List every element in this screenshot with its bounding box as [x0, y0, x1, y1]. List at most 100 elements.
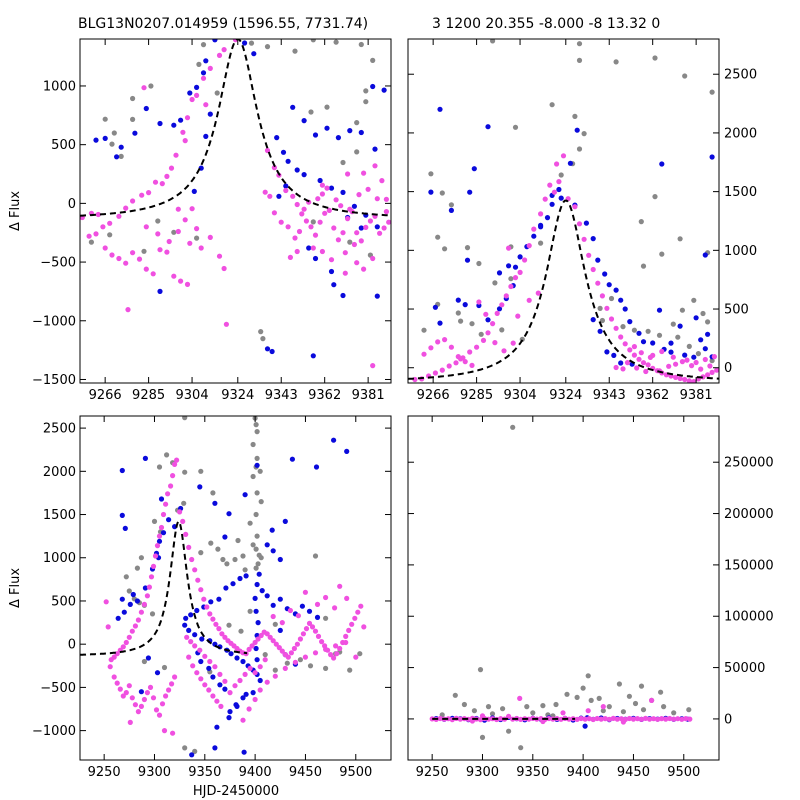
data-point-magenta [501, 348, 507, 354]
data-point-magenta [469, 362, 475, 368]
data-point-magenta [100, 224, 106, 230]
x-tick-label: 9343 [265, 388, 298, 403]
data-point-magenta [610, 715, 616, 722]
data-point-gray [597, 305, 603, 311]
data-point-blue [254, 581, 260, 588]
data-point-gray [260, 336, 266, 342]
data-point-gray [297, 657, 303, 663]
data-point-magenta [135, 617, 141, 623]
data-point-blue [381, 87, 387, 93]
data-point-magenta [333, 197, 339, 203]
data-point-gray [182, 745, 188, 751]
data-point-magenta [602, 716, 608, 722]
data-point-gray [508, 276, 514, 282]
data-point-magenta [634, 365, 640, 371]
data-point-blue [693, 315, 699, 321]
data-point-blue [471, 166, 477, 172]
plot-frame [79, 38, 392, 384]
data-point-blue [331, 282, 337, 288]
data-point-magenta [585, 708, 591, 714]
data-point-magenta [627, 347, 633, 353]
data-point-gray [421, 327, 427, 333]
data-point-magenta [302, 589, 308, 595]
data-point-magenta [184, 634, 190, 640]
data-point-gray [308, 109, 314, 115]
data-point-magenta [691, 379, 697, 383]
data-point-magenta [702, 356, 708, 363]
data-point-magenta [645, 362, 651, 368]
y-tick-label: 50000 [724, 661, 765, 676]
data-point-magenta [600, 704, 606, 710]
data-point-gray [310, 219, 316, 225]
data-point-magenta [303, 218, 309, 224]
data-point-magenta [333, 643, 339, 649]
data-point-magenta [693, 359, 699, 366]
data-point-blue [234, 703, 240, 710]
data-point-magenta [302, 654, 308, 660]
data-point-gray [272, 621, 278, 627]
data-point-blue [358, 129, 364, 136]
data-point-magenta [116, 213, 122, 219]
data-point-blue [328, 268, 335, 275]
data-point-magenta [130, 250, 136, 256]
data-point-magenta [613, 364, 619, 371]
data-point-blue [512, 264, 519, 270]
data-point-blue [189, 752, 195, 758]
data-point-magenta [273, 641, 279, 647]
data-point-magenta [285, 224, 291, 230]
data-point-gray [253, 422, 259, 428]
data-point-blue [306, 245, 312, 251]
data-point-magenta [270, 613, 276, 620]
data-point-blue [602, 271, 608, 277]
data-point-magenta [323, 646, 329, 653]
data-point-gray [585, 673, 591, 679]
data-point-gray [700, 310, 706, 317]
data-point-magenta [158, 524, 165, 531]
data-point-gray [709, 358, 715, 364]
data-point-gray [596, 695, 602, 702]
data-point-magenta [183, 531, 189, 538]
data-point-magenta [214, 698, 220, 704]
data-point-magenta [175, 206, 181, 212]
data-point-magenta [483, 311, 489, 317]
data-point-magenta [338, 203, 344, 209]
y-tick-label: −500 [40, 256, 76, 271]
data-point-magenta [689, 363, 695, 369]
data-point-blue [254, 462, 260, 468]
y-axis-label: Δ Flux [8, 568, 23, 608]
data-point-gray [679, 307, 686, 313]
data-point-magenta [356, 192, 362, 198]
data-point-gray [250, 473, 256, 480]
data-point-gray [540, 703, 546, 709]
data-point-magenta [189, 96, 195, 103]
data-point-magenta [288, 650, 294, 656]
data-point-gray [284, 660, 290, 666]
data-point-gray [538, 240, 544, 246]
data-point-gray [632, 700, 639, 707]
data-point-magenta [146, 584, 152, 590]
data-point-magenta [216, 626, 222, 632]
data-point-blue [132, 130, 138, 136]
data-point-magenta [485, 330, 491, 336]
data-point-blue [119, 467, 125, 474]
data-point-blue [242, 492, 248, 498]
data-point-blue [212, 39, 218, 43]
data-point-magenta [207, 658, 213, 665]
data-point-blue [691, 354, 697, 360]
data-point-magenta [711, 354, 718, 360]
data-point-magenta [651, 716, 657, 722]
data-point-blue [344, 448, 350, 454]
data-point-blue [702, 252, 708, 258]
data-point-magenta [141, 696, 147, 703]
data-point-magenta [159, 181, 165, 187]
data-point-magenta [328, 652, 334, 658]
data-point-magenta [217, 671, 223, 678]
data-point-magenta [168, 165, 175, 171]
data-point-magenta [232, 683, 238, 689]
data-point-magenta [242, 671, 248, 678]
data-point-magenta [354, 260, 360, 266]
data-point-gray [574, 694, 580, 701]
data-point-magenta [590, 716, 596, 723]
data-point-blue [270, 548, 276, 554]
data-point-blue [171, 122, 177, 128]
